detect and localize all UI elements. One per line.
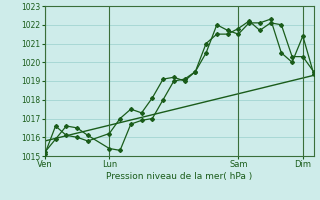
X-axis label: Pression niveau de la mer( hPa ): Pression niveau de la mer( hPa ) [106,172,252,181]
